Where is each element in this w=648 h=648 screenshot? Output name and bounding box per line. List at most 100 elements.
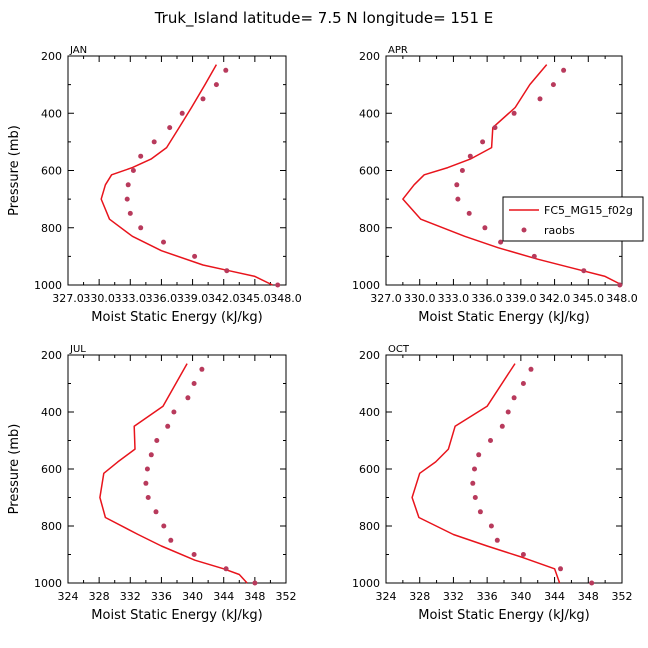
data-point [168, 537, 174, 543]
data-point [161, 239, 166, 245]
x-tick-label: 336 [477, 590, 498, 603]
legend-box [502, 196, 644, 242]
y-tick-label: 1000 [352, 577, 380, 590]
panel-label: OCT [388, 344, 410, 355]
series-line-model [100, 64, 273, 286]
data-point [153, 509, 159, 515]
data-point [476, 452, 482, 458]
y-tick-label: 400 [359, 406, 380, 419]
y-tick-label: 200 [359, 50, 380, 63]
x-tick-label: 328 [409, 590, 430, 603]
plot-frame [385, 354, 623, 584]
x-axis-label: Moist Static Energy (kJ/kg) [91, 310, 262, 325]
data-point [185, 395, 191, 401]
y-tick-label: 1000 [34, 279, 62, 292]
data-point [200, 96, 206, 102]
data-point [492, 125, 498, 131]
data-point [477, 509, 483, 515]
x-tick-label: 324 [376, 590, 397, 603]
data-point [148, 452, 154, 458]
x-tick-label: 348 [244, 590, 265, 603]
series-points-raobs [470, 366, 595, 586]
panel-label: JUL [69, 344, 86, 355]
data-point [505, 409, 511, 415]
y-tick-label: 400 [41, 107, 62, 120]
y-tick-label: 600 [41, 165, 62, 178]
data-point [494, 537, 500, 543]
legend-label-obs: raobs [544, 224, 575, 237]
x-tick-label: 333.0 [438, 292, 470, 305]
y-tick-label: 200 [359, 349, 380, 362]
data-point [199, 366, 205, 372]
data-point [275, 282, 281, 288]
x-tick-label: 340 [510, 590, 531, 603]
series-points-raobs [454, 67, 623, 288]
data-point [511, 110, 517, 116]
data-point [561, 67, 567, 73]
y-tick-label: 200 [41, 50, 62, 63]
x-axis-label: Moist Static Energy (kJ/kg) [418, 608, 589, 623]
series-line-model [402, 64, 623, 286]
x-tick-label: 339.0 [177, 292, 209, 305]
y-tick-label: 400 [41, 406, 62, 419]
x-tick-label: 342.0 [208, 292, 240, 305]
data-point [472, 495, 478, 500]
data-point [499, 423, 505, 429]
y-axis-label: Pressure (mb) [7, 125, 22, 216]
data-point [213, 82, 219, 88]
x-tick-label: 327.0 [370, 292, 402, 305]
data-point [617, 282, 623, 288]
data-point [455, 196, 461, 202]
x-tick-label: 348.0 [270, 292, 302, 305]
x-tick-label: 340 [182, 590, 203, 603]
data-point [550, 82, 556, 88]
data-point [154, 438, 160, 443]
legend-label-model: FC5_MG15_f02g [544, 204, 633, 217]
y-tick-label: 800 [359, 520, 380, 533]
data-point [488, 438, 493, 443]
data-point [171, 409, 177, 415]
data-point [252, 580, 258, 586]
x-tick-label: 344 [544, 590, 565, 603]
data-point [498, 239, 504, 245]
x-tick-label: 332 [443, 590, 464, 603]
data-point [459, 168, 465, 173]
x-tick-label: 344 [213, 590, 234, 603]
panel-apr: APR 327.0 330.0 333.0 336.0 339.0 342.0 345.0 34… [352, 45, 644, 325]
x-tick-label: 336.0 [471, 292, 503, 305]
data-point [520, 552, 526, 557]
x-tick-label: 339.0 [505, 292, 537, 305]
x-tick-label: 328 [89, 590, 110, 603]
data-point [151, 139, 157, 145]
y-tick-label: 1000 [34, 577, 62, 590]
legend-swatch-obs [521, 227, 527, 233]
x-tick-label: 330.0 [404, 292, 436, 305]
data-point [145, 495, 151, 500]
y-tick-label: 600 [359, 165, 380, 178]
data-point [125, 182, 131, 188]
data-point [537, 96, 543, 102]
data-point [470, 480, 476, 486]
panel-label: JAN [69, 45, 87, 56]
data-point [127, 210, 133, 216]
data-point [520, 381, 526, 386]
data-point [558, 566, 563, 572]
data-point [480, 139, 486, 145]
x-tick-label: 348.0 [606, 292, 638, 305]
data-point [224, 268, 230, 274]
data-point [581, 268, 587, 274]
plot-frame [67, 55, 287, 286]
data-point [191, 381, 197, 386]
y-axis-label: Pressure (mb) [7, 424, 22, 515]
panel-jul: JUL 324 328 332 336 340 344 348 352 200 400 600 800 1… [7, 344, 297, 623]
x-tick-label: 345.0 [239, 292, 271, 305]
data-point [223, 67, 229, 73]
data-point [454, 182, 460, 188]
x-tick-label: 327.0 [52, 292, 84, 305]
y-tick-label: 200 [41, 349, 62, 362]
x-tick-label: 336.0 [146, 292, 178, 305]
x-tick-label: 342.0 [539, 292, 571, 305]
x-tick-label: 336 [151, 590, 172, 603]
series-line-model [99, 363, 248, 584]
series-points-raobs [143, 366, 258, 586]
